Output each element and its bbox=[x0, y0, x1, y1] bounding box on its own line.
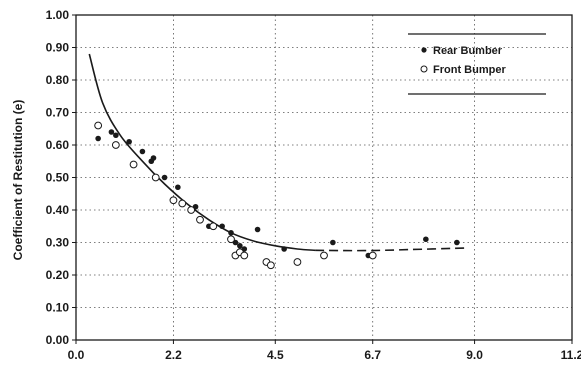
y-tick-label: 0.60 bbox=[46, 138, 70, 152]
data-point-rear-bumber bbox=[126, 138, 132, 145]
data-point-rear-bumber bbox=[113, 132, 119, 139]
data-point-rear-bumber bbox=[254, 226, 261, 233]
data-point-front-bumper bbox=[293, 258, 302, 266]
data-point-rear-bumber bbox=[150, 155, 157, 161]
data-point-front-bumper bbox=[169, 196, 178, 205]
legend-label-front-bumper: Front Bumper bbox=[433, 64, 506, 76]
x-tick-label: 0.0 bbox=[68, 348, 85, 362]
data-point-rear-bumber bbox=[454, 239, 460, 246]
data-point-rear-bumber bbox=[228, 229, 234, 236]
fit-curves bbox=[88, 53, 466, 252]
y-tick-label: 0.10 bbox=[46, 301, 70, 315]
data-point-front-bumper bbox=[266, 261, 275, 270]
data-point-rear-bumber bbox=[161, 174, 168, 181]
data-point-front-bumper bbox=[178, 199, 187, 208]
x-axis-ticks: 0.0 2.2 4.5 6.7 9.0 11.2 bbox=[68, 340, 581, 362]
legend: Rear Bumber Front Bumper bbox=[408, 33, 546, 95]
data-point-front-bumper bbox=[94, 121, 103, 130]
data-point-rear-bumber bbox=[237, 242, 243, 249]
data-point-rear-bumber bbox=[330, 239, 336, 246]
fit-curve-dashed bbox=[315, 247, 466, 252]
data-point-rear-bumber bbox=[219, 223, 225, 230]
y-tick-label: 0.70 bbox=[46, 106, 70, 120]
data-point-front-bumper bbox=[129, 160, 138, 169]
y-tick-label: 0.80 bbox=[46, 73, 70, 87]
y-tick-label: 1.00 bbox=[46, 8, 70, 22]
y-tick-label: 0.00 bbox=[46, 333, 70, 347]
data-point-front-bumper bbox=[320, 251, 328, 260]
y-tick-label: 0.50 bbox=[46, 171, 70, 185]
legend-label-rear-bumber: Rear Bumber bbox=[433, 45, 503, 57]
y-tick-label: 0.20 bbox=[46, 268, 70, 282]
y-tick-label: 0.30 bbox=[46, 236, 70, 250]
data-point-front-bumper bbox=[227, 235, 235, 244]
data-point-rear-bumber bbox=[108, 129, 115, 135]
x-tick-label: 2.2 bbox=[165, 348, 182, 362]
x-tick-label: 4.5 bbox=[267, 348, 284, 362]
data-point-front-bumper bbox=[196, 215, 204, 224]
legend-marker-front-bumper bbox=[420, 65, 428, 73]
data-point-rear-bumber bbox=[175, 184, 181, 191]
x-tick-label: 9.0 bbox=[466, 348, 483, 362]
x-tick-label: 6.7 bbox=[364, 348, 381, 362]
y-axis-title: Coefficient of Restitution (e) bbox=[11, 100, 25, 261]
x-tick-label: 11.2 bbox=[561, 348, 581, 362]
y-tick-label: 0.90 bbox=[46, 41, 70, 55]
data-point-front-bumper bbox=[187, 206, 196, 214]
data-point-rear-bumber bbox=[281, 246, 287, 252]
data-point-front-bumper bbox=[368, 251, 377, 260]
fit-curve-solid bbox=[88, 53, 316, 252]
y-tick-label: 0.40 bbox=[46, 203, 70, 217]
data-point-rear-bumber bbox=[139, 148, 146, 155]
data-point-rear-bumber bbox=[423, 236, 429, 243]
legend-marker-rear-bumber bbox=[421, 47, 427, 53]
y-axis-ticks: 0.00 0.10 0.20 0.30 0.40 0.50 0.60 0.70 0.80 0.90… bbox=[46, 8, 76, 347]
data-points bbox=[94, 121, 460, 270]
data-point-front-bumper bbox=[151, 173, 160, 182]
grid-layer bbox=[76, 15, 572, 340]
data-point-front-bumper bbox=[240, 251, 249, 260]
data-point-front-bumper bbox=[209, 222, 218, 231]
data-point-front-bumper bbox=[111, 141, 120, 149]
data-point-rear-bumber bbox=[95, 135, 101, 142]
